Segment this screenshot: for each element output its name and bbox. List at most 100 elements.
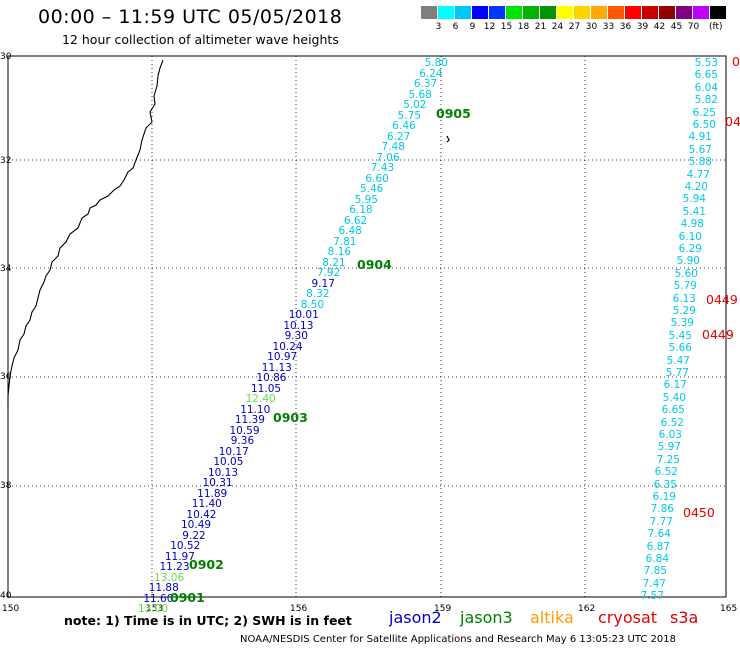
- colorbar-swatch: [710, 6, 727, 19]
- swh-value: 6.10: [678, 230, 702, 243]
- swh-value: 11.40: [191, 498, 222, 510]
- swh-value: 7.64: [647, 528, 671, 541]
- swh-value: 5.94: [682, 193, 706, 206]
- swh-value: 10.52: [170, 540, 201, 552]
- swh-value: 13.06: [154, 571, 185, 584]
- island: [446, 135, 450, 143]
- map-subtitle: 12 hour collection of altimeter wave hei…: [62, 32, 339, 47]
- swh-value: 11.05: [251, 382, 282, 395]
- colorbar-swatch: [523, 6, 540, 19]
- lat-label: 34: [0, 264, 12, 274]
- legend-jason2: jason2: [389, 608, 442, 627]
- colorbar-label: 9: [469, 22, 476, 32]
- swh-value: 6.35: [653, 478, 677, 491]
- swh-value: 4.77: [686, 168, 710, 181]
- swh-value: 7.57: [640, 590, 664, 603]
- colorbar-swatch: [676, 6, 693, 19]
- swh-value: 5.75: [397, 109, 422, 122]
- swh-value: 7.47: [642, 577, 666, 590]
- colorbar-label: 27: [568, 22, 581, 32]
- colorbar-label: 45: [670, 22, 683, 32]
- swh-value: 5.67: [688, 143, 712, 156]
- colorbar-swatch: [438, 6, 455, 19]
- map-title: 00:00 – 11:59 UTC 05/05/2018: [38, 6, 343, 28]
- swh-value: 10.49: [181, 519, 212, 531]
- colorbar-label: 70: [687, 22, 700, 32]
- swh-value: 9.36: [230, 435, 255, 447]
- colorbar-swatch: [506, 6, 523, 19]
- swh-value: 4.98: [680, 218, 704, 231]
- colorbar-swatch: [574, 6, 591, 19]
- lon-label: 159: [434, 604, 452, 614]
- colorbar-swatch: [489, 6, 506, 19]
- colorbar-swatch: [557, 6, 574, 19]
- swh-value: 6.65: [661, 404, 685, 417]
- legend-jason3: jason3: [460, 608, 513, 627]
- swh-value: 7.86: [650, 503, 674, 516]
- swh-value: 5.53: [694, 57, 718, 69]
- swh-value: 6.27: [386, 130, 411, 143]
- swh-value: 6.52: [654, 466, 678, 479]
- swh-value: 4.91: [688, 131, 712, 144]
- swh-value: 6.24: [419, 67, 443, 80]
- swh-value: 10.24: [272, 340, 303, 353]
- swh-value: 10.42: [186, 508, 217, 521]
- swh-value: 5.41: [682, 205, 706, 218]
- swh-value: 6.37: [413, 78, 438, 90]
- colorbar-label: 18: [517, 22, 530, 32]
- swh-value: 5.82: [694, 94, 718, 107]
- colorbar-label: 12: [483, 22, 496, 32]
- colorbar-label: 24: [551, 22, 564, 32]
- pass-time-label: 0449: [702, 327, 734, 342]
- colorbar-swatch: [472, 6, 489, 19]
- swh-value: 5.47: [666, 354, 690, 367]
- colorbar-label: 39: [636, 22, 649, 32]
- swh-value: 10.13: [283, 319, 314, 332]
- swh-value: 10.05: [213, 456, 244, 468]
- lon-label: 162: [578, 604, 596, 614]
- pass-time-label: 04: [725, 114, 740, 129]
- pass-time-label: 0902: [189, 557, 224, 572]
- swh-value: 10.17: [218, 445, 249, 458]
- swh-value: 13.00: [137, 603, 168, 615]
- swh-value: 10.31: [202, 477, 233, 489]
- swh-value: 11.10: [240, 403, 271, 416]
- lon-label: 165: [720, 604, 738, 614]
- swh-value: 7.85: [643, 565, 667, 578]
- swh-value: 6.60: [365, 172, 389, 185]
- lon-label: 153: [146, 604, 164, 614]
- swh-value: 6.50: [692, 119, 716, 131]
- swh-value: 5.39: [670, 317, 694, 330]
- swh-value: 5.29: [672, 305, 696, 317]
- swh-value: 9.30: [284, 330, 308, 342]
- colorbar-swatch: [693, 6, 710, 19]
- map-frame: [7, 55, 727, 598]
- pass-time-label: 0903: [273, 410, 308, 425]
- legend-s3a: s3a: [670, 608, 699, 627]
- swh-value: 6.25: [692, 106, 716, 119]
- swh-value: 5.79: [673, 280, 697, 293]
- swh-value: 7.43: [370, 162, 395, 174]
- swh-value: 10.59: [229, 424, 260, 437]
- swh-value: 5.60: [674, 267, 698, 280]
- swh-value: 6.52: [660, 416, 684, 429]
- swh-value: 6.87: [646, 540, 670, 553]
- swh-value: 5.90: [676, 255, 700, 268]
- swh-value: 5.88: [688, 156, 712, 169]
- swh-value: 7.77: [649, 515, 673, 528]
- colorbar-label: 42: [653, 22, 666, 32]
- lat-label: 36: [0, 372, 12, 382]
- swh-value: 10.86: [256, 372, 287, 384]
- colorbar-label: 30: [585, 22, 598, 32]
- colorbar-unit: (ft): [709, 22, 723, 32]
- colorbar-swatch: [455, 6, 472, 19]
- colorbar-swatch: [625, 6, 642, 19]
- swh-value: 6.17: [663, 379, 687, 392]
- colorbar-label: 15: [500, 22, 513, 32]
- lat-label: 32: [0, 156, 12, 166]
- colorbar-label: 33: [602, 22, 615, 32]
- swh-value: 5.68: [408, 88, 432, 101]
- pass-time-label: 0449: [706, 292, 738, 307]
- colorbar-label: 21: [534, 22, 547, 32]
